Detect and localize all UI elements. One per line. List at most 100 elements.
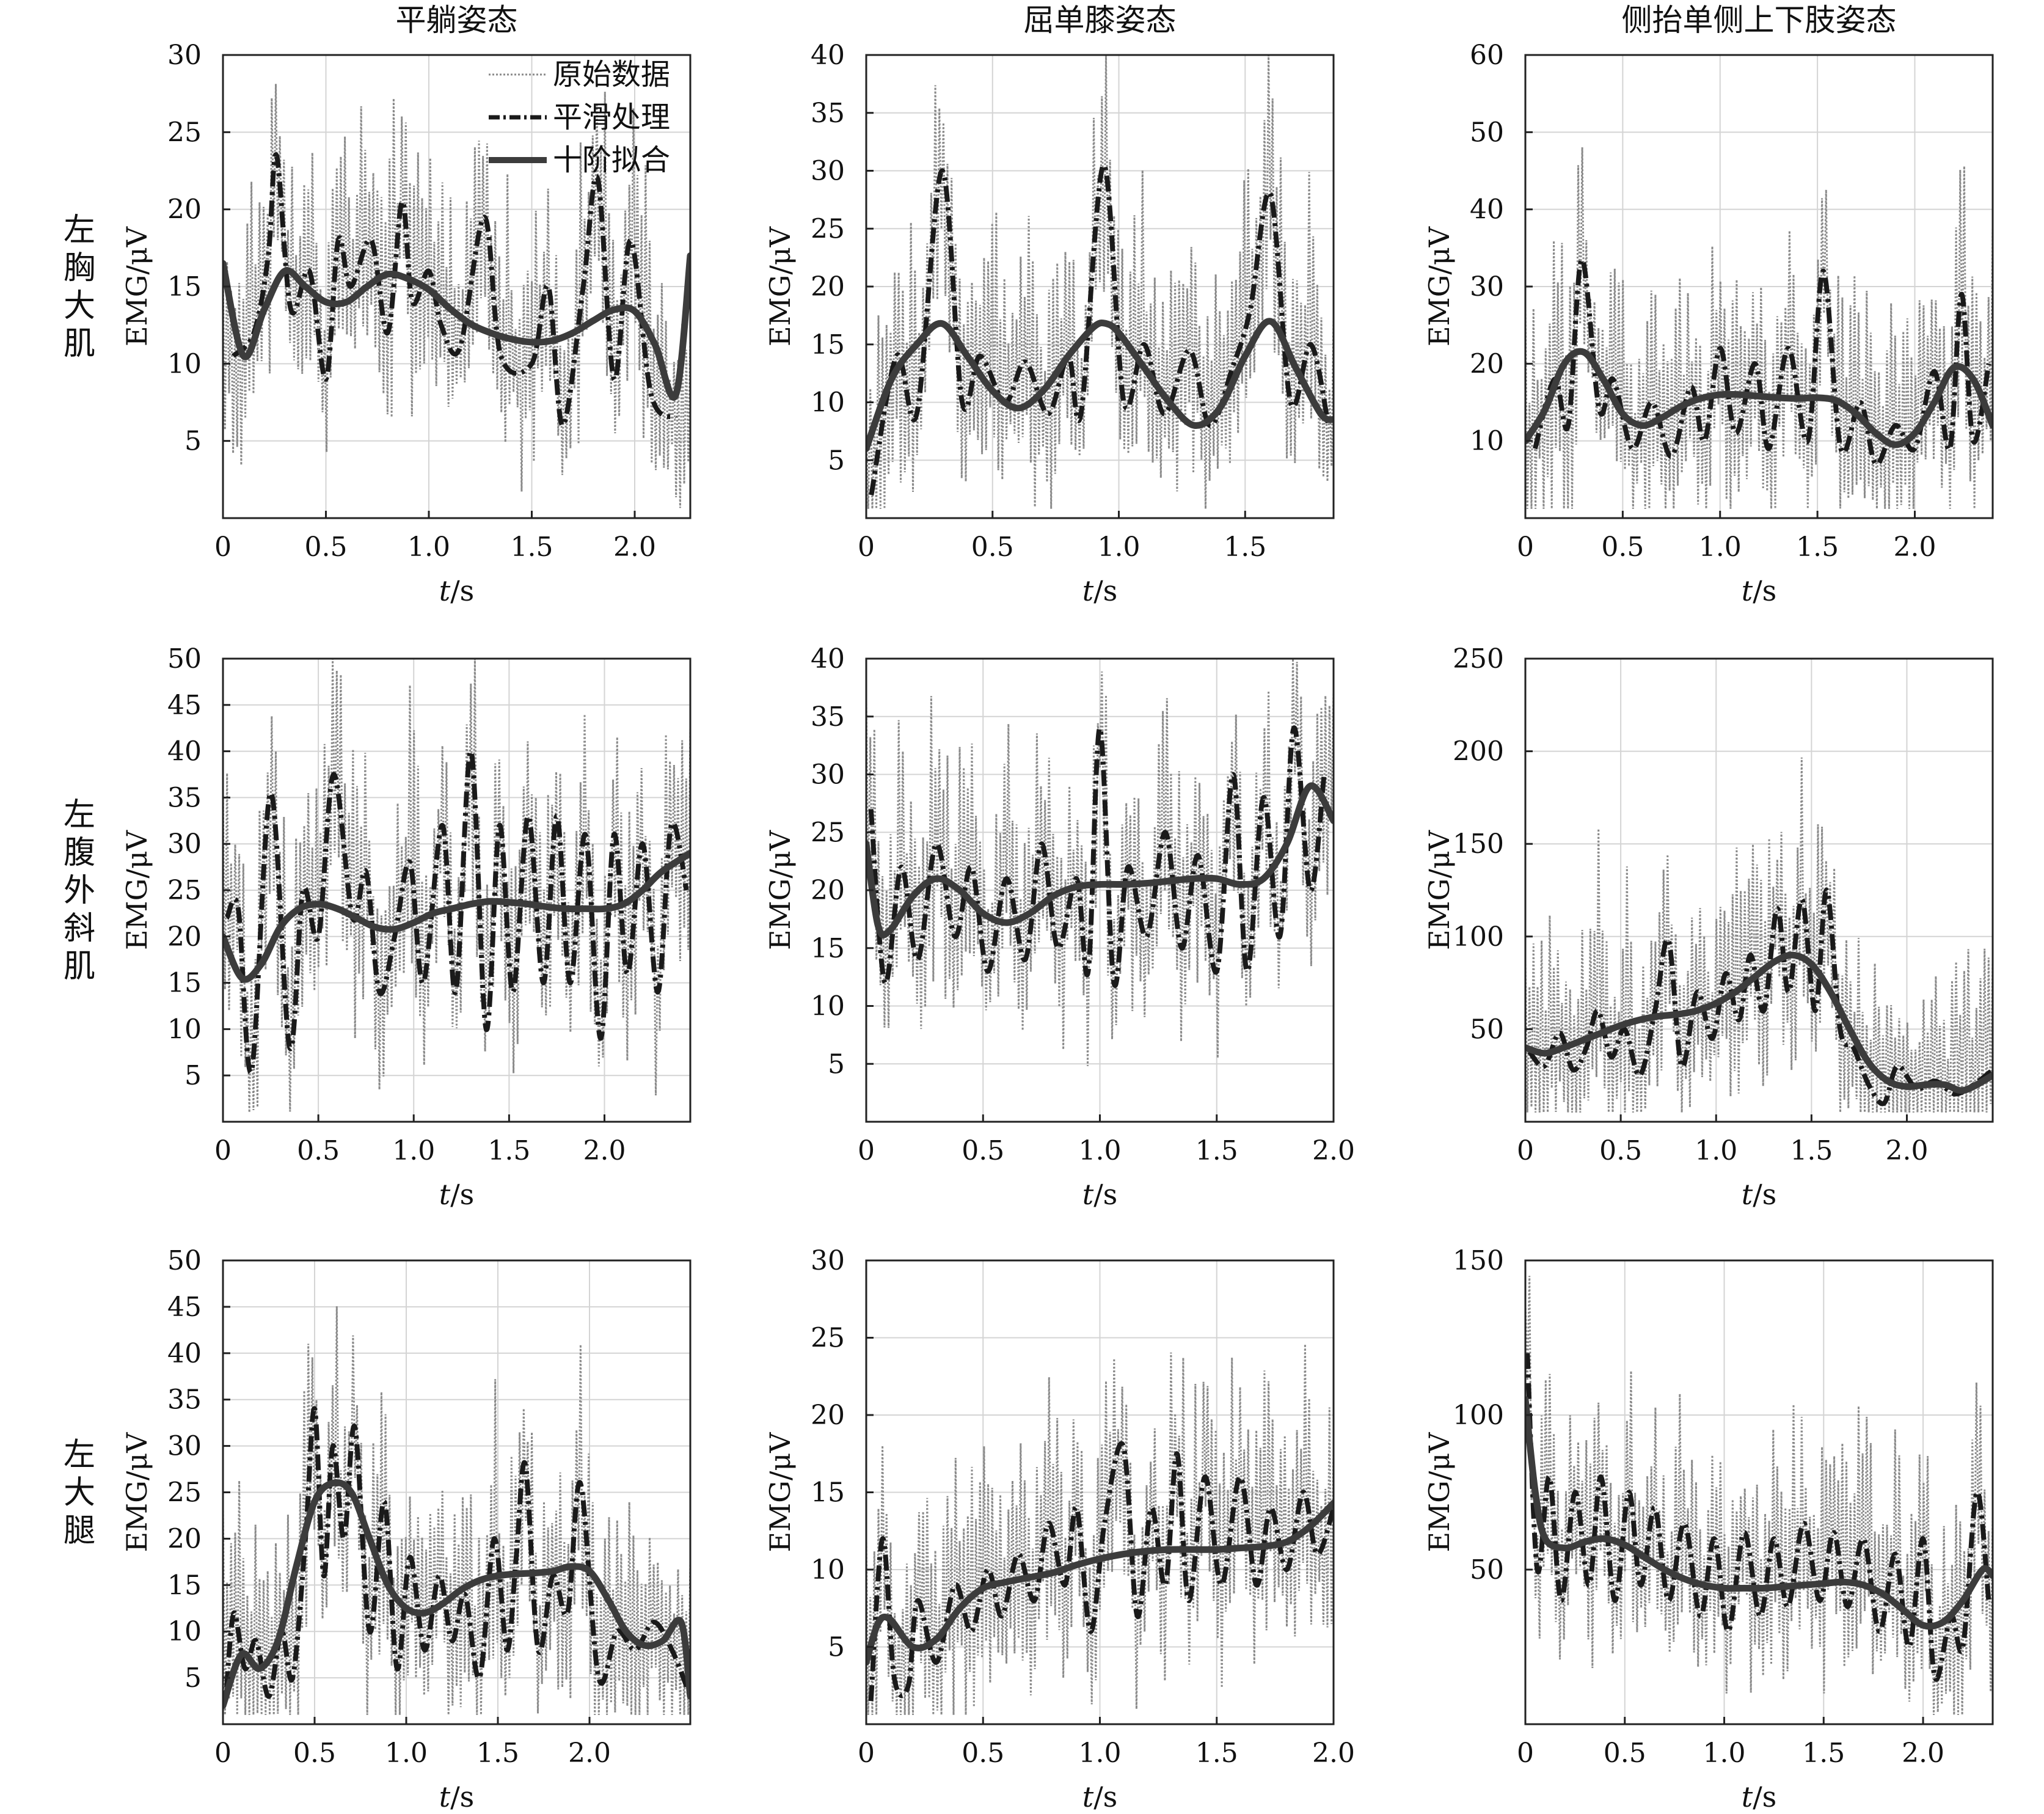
x-tick-label: 1.0: [1699, 532, 1742, 563]
fit-line: [223, 252, 690, 401]
y-tick-label: 20: [167, 194, 202, 225]
y-tick-label: 50: [167, 1245, 202, 1276]
x-tick-label: 0.5: [293, 1738, 336, 1769]
y-tick-label: 25: [811, 817, 845, 848]
y-tick-label: 30: [167, 828, 202, 860]
x-tick-label: 2.0: [1312, 1738, 1355, 1769]
y-tick-label: 150: [1453, 828, 1504, 860]
fit-line: [1525, 951, 1993, 1094]
x-tick-label: 0.5: [305, 532, 348, 563]
y-tick-label: 20: [1470, 348, 1504, 379]
y-tick-label: 50: [167, 643, 202, 675]
x-tick-label: 2.0: [583, 1135, 626, 1166]
y-tick-label: 40: [167, 1338, 202, 1369]
y-tick-label: 45: [167, 690, 202, 721]
x-tick-label: 0.5: [1604, 1738, 1646, 1769]
plot-area: [223, 659, 690, 1113]
fit-line: [223, 849, 690, 983]
y-tick-label: 15: [167, 271, 202, 302]
panel-2-2: 0 0.5 1.0 1.5 2.0 50 100 150 t/s EMG/μV: [1423, 1245, 1994, 1813]
y-axis-label: EMG/μV: [1423, 1432, 1456, 1553]
y-axis-label: EMG/μV: [764, 1432, 797, 1553]
y-tick-label: 10: [1470, 426, 1504, 457]
y-axis-label: EMG/μV: [120, 830, 153, 950]
plot-area: [1525, 757, 1993, 1113]
y-tick-label: 40: [811, 40, 845, 71]
y-tick-label: 15: [167, 1570, 202, 1601]
fit-line: [866, 318, 1334, 452]
x-tick-label: 1.5: [1224, 532, 1266, 563]
y-tick-label: 20: [811, 271, 845, 302]
x-tick-label: 1.5: [1195, 1738, 1238, 1769]
y-tick-label: 35: [811, 701, 845, 733]
y-tick-label: 25: [167, 117, 202, 148]
raw-data-line: [223, 659, 690, 1113]
y-tick-label: 20: [811, 875, 845, 906]
column-title-1: 屈单膝姿态: [1024, 2, 1177, 38]
smoothed-line: [231, 152, 678, 428]
x-tick-label: 2.0: [1894, 532, 1936, 563]
y-tick-label: 15: [811, 329, 845, 360]
x-tick-label: 1.0: [1079, 1738, 1122, 1769]
smoothed-line: [224, 748, 689, 1075]
y-tick-label: 40: [811, 643, 845, 675]
x-tick-label: 0: [214, 1738, 232, 1769]
smoothed-line: [1533, 257, 1991, 467]
x-tick-label: 1.0: [407, 532, 450, 563]
y-tick-label: 10: [811, 1554, 845, 1585]
raw-data-line: [1525, 757, 1993, 1113]
x-tick-label: 0: [858, 1738, 875, 1769]
column-title-2: 侧抬单侧上下肢姿态: [1622, 2, 1897, 38]
x-tick-label: 0: [858, 1135, 875, 1166]
x-axis-label: t/s: [1742, 1780, 1777, 1813]
x-tick-label: 2.0: [1902, 1738, 1944, 1769]
smoothed-line: [868, 1441, 1334, 1702]
y-tick-label: 30: [811, 156, 845, 187]
y-tick-label: 100: [1453, 921, 1504, 953]
x-tick-label: 0: [858, 532, 875, 563]
plot-area: [866, 1344, 1334, 1715]
y-tick-label: 35: [167, 782, 202, 813]
x-tick-label: 0: [214, 532, 232, 563]
fit-line: [1525, 1396, 1993, 1630]
x-tick-label: 1.0: [1695, 1135, 1737, 1166]
x-tick-label: 1.5: [1802, 1738, 1845, 1769]
y-axis-label: EMG/μV: [764, 226, 797, 346]
x-tick-label: 1.0: [1703, 1738, 1746, 1769]
y-tick-label: 20: [167, 921, 202, 953]
x-tick-label: 0.5: [297, 1135, 340, 1166]
plot-area: [223, 84, 690, 508]
raw-data-line: [1525, 147, 1993, 509]
y-tick-label: 35: [811, 98, 845, 129]
y-tick-label: 5: [828, 1632, 845, 1663]
x-axis-label: t/s: [1082, 574, 1118, 607]
smoothed-line: [1527, 887, 1993, 1106]
axes-frame: [1524, 1259, 1994, 1725]
x-tick-label: 0: [1517, 532, 1534, 563]
y-tick-label: 45: [167, 1292, 202, 1323]
plot-area: [1525, 1276, 1993, 1715]
x-tick-label: 1.5: [487, 1135, 530, 1166]
x-tick-label: 1.5: [1796, 532, 1839, 563]
y-tick-label: 50: [1470, 1014, 1504, 1045]
y-tick-label: 5: [184, 426, 202, 457]
y-tick-label: 100: [1453, 1400, 1504, 1431]
x-tick-label: 0.5: [971, 532, 1014, 563]
y-tick-label: 200: [1453, 736, 1504, 767]
row-label-0: 左胸大肌: [64, 212, 95, 362]
y-axis-label: EMG/μV: [120, 1432, 153, 1553]
y-tick-label: 40: [1470, 194, 1504, 225]
x-tick-label: 1.0: [1098, 532, 1141, 563]
x-tick-label: 1.5: [1790, 1135, 1833, 1166]
plot-area: [866, 55, 1334, 509]
y-tick-label: 35: [167, 1384, 202, 1416]
fit-line: [223, 1479, 690, 1710]
y-tick-label: 5: [828, 1048, 845, 1080]
smoothed-line: [868, 725, 1327, 988]
x-tick-label: 0: [1517, 1738, 1534, 1769]
legend-smooth-label: 平滑处理: [553, 100, 670, 134]
plot-area: [223, 1306, 690, 1715]
x-tick-label: 0: [214, 1135, 232, 1166]
legend-fit-label: 十阶拟合: [553, 143, 670, 177]
